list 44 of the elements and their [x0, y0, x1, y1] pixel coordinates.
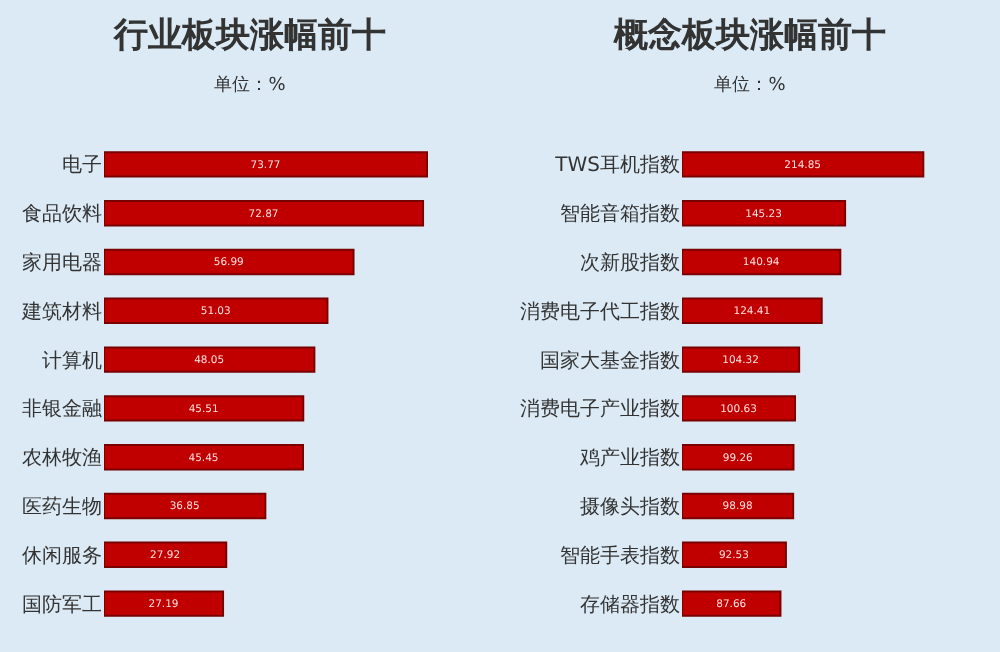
y-tick-label: 休闲服务: [22, 543, 102, 568]
bar: [682, 297, 823, 324]
y-tick-label: 次新股指数: [580, 251, 680, 275]
bar: [104, 297, 329, 324]
y-tick-label: 食品饮料: [22, 202, 102, 227]
bar: [104, 395, 305, 422]
bar: [104, 590, 225, 617]
chart-title: 行业板块涨幅前十: [112, 15, 386, 56]
y-tick-label: 国家大基金指数: [540, 348, 680, 373]
y-tick-label: 家用电器: [22, 251, 102, 275]
y-tick-label: 消费电子产业指数: [520, 397, 680, 422]
y-tick-label: 消费电子代工指数: [520, 299, 680, 324]
bar: [682, 346, 801, 373]
bar: [682, 200, 847, 227]
y-tick-label: TWS耳机指数: [553, 153, 680, 178]
chart-subtitle: 单位：%: [214, 73, 287, 96]
chart-title: 概念板块涨幅前十: [612, 15, 886, 56]
chart-subtitle: 单位：%: [714, 73, 787, 96]
y-tick-label: 国防军工: [22, 592, 102, 617]
bar: [682, 395, 797, 422]
bar: [104, 541, 228, 568]
bar: [682, 541, 787, 568]
bar: [104, 200, 425, 227]
y-tick-label: 医药生物: [22, 495, 102, 519]
y-tick-label: 农林牧渔: [22, 446, 102, 471]
bar: [104, 346, 316, 373]
bar: [104, 444, 304, 471]
bar: [682, 444, 795, 471]
y-tick-label: 电子: [62, 153, 102, 178]
y-tick-label: 摄像头指数: [580, 495, 680, 519]
bar: [682, 590, 782, 617]
y-tick-label: 非银金融: [22, 397, 102, 422]
bar: [682, 248, 842, 276]
y-tick-label: 智能手表指数: [560, 543, 680, 568]
bar: [682, 492, 795, 520]
y-tick-label: 建筑材料: [20, 299, 102, 324]
bar: [104, 151, 428, 178]
bar: [104, 492, 267, 520]
y-tick-label: 存储器指数: [580, 592, 680, 617]
y-tick-label: 鸡产业指数: [578, 446, 680, 471]
bar: [682, 151, 925, 178]
y-tick-label: 智能音箱指数: [560, 202, 680, 227]
bar: [104, 248, 355, 276]
y-tick-label: 计算机: [42, 348, 102, 373]
